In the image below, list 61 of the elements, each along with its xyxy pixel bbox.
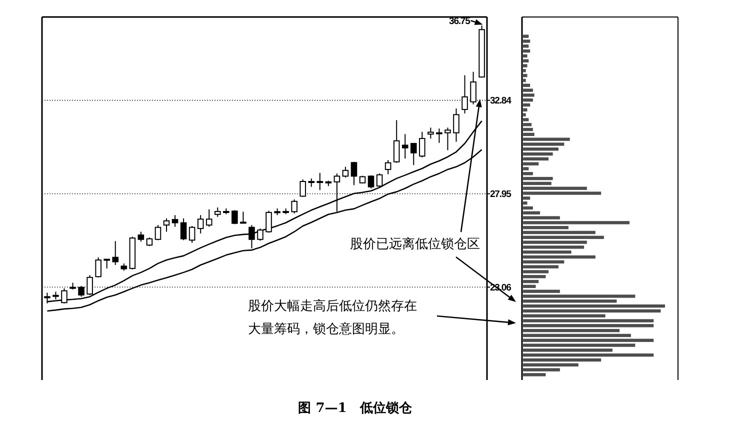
candlestick [240,211,246,224]
candlestick [163,218,170,232]
bar [523,328,620,332]
candlestick [86,274,93,296]
annotation: 股价大幅走高后低位仍然存在大量筹码，锁仓意图明显。 [248,298,417,337]
candlestick [410,142,417,166]
bar [523,230,596,234]
candlestick [232,210,238,225]
bar [523,128,533,132]
candlestick [342,166,349,178]
bar [523,78,526,82]
candlestick [462,74,468,114]
candlestick [266,210,272,234]
bar [523,255,596,259]
bar [523,201,528,205]
bar [523,176,553,180]
candlestick [112,240,119,266]
candlestick [154,224,162,241]
bar [523,280,539,284]
bar [523,206,533,210]
candlestick [444,127,451,151]
annotation: 36.75 [449,16,472,27]
text: 图 7—1 低位锁仓 [298,401,413,416]
bar [523,304,665,308]
candlestick [368,174,374,189]
candlestick [384,160,392,175]
candlestick [428,127,434,140]
candlestick [300,178,306,198]
candlestick [316,172,324,191]
candlestick [138,231,144,242]
candlestick [95,256,102,278]
candlestick [393,120,400,164]
candlestick [291,198,298,214]
bar [523,49,530,53]
candlestick [350,161,358,186]
candlestick [188,226,196,244]
candlestick [402,134,408,160]
candlestick [257,228,264,242]
candlestick [376,172,383,188]
candlestick [334,172,340,212]
bar [523,74,528,78]
candlestick [214,206,221,218]
candlestick [180,218,187,241]
annotation: 股价已远离低位锁仓区 [350,236,480,252]
candlestick [78,286,84,298]
candlestick [248,224,255,249]
candlestick [436,128,442,144]
candlestick [453,108,460,142]
candlestick [197,214,204,234]
candlestick [104,258,110,269]
candlestick [172,214,178,228]
candlestick [419,131,426,158]
candlestick [206,208,212,228]
bar [523,358,602,362]
line-series [46,148,482,312]
bar [523,103,530,107]
y-tick-label: 32.84 [490,96,512,107]
bar [523,334,631,338]
y-tick-label: 27.95 [490,189,512,200]
bar [523,152,553,156]
candlestick [470,71,476,105]
